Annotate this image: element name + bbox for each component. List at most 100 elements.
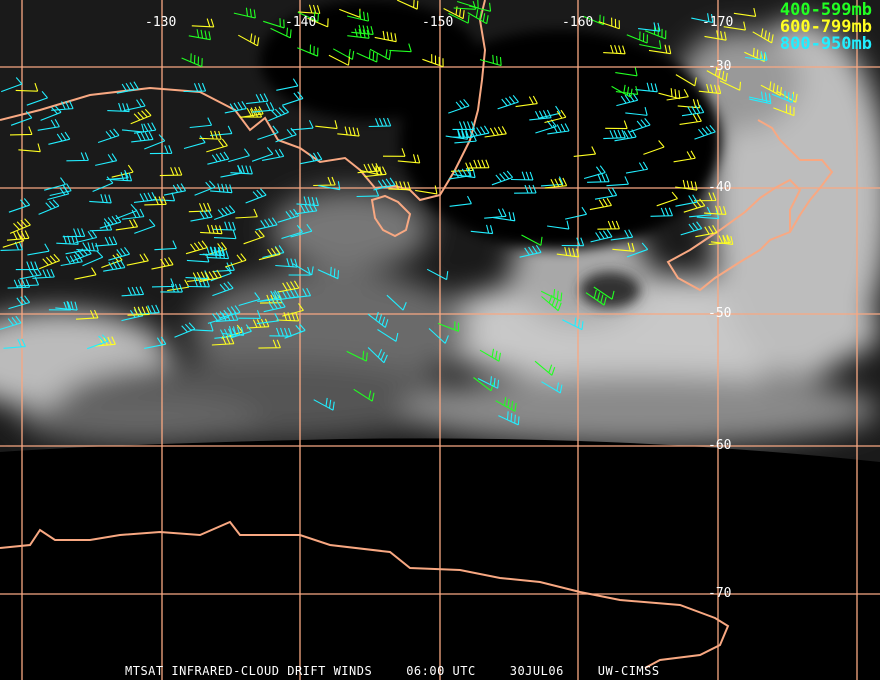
wind-barb [133, 122, 157, 134]
wind-barb [452, 121, 476, 130]
wind-barb [541, 294, 562, 312]
wind-barb [228, 148, 250, 163]
wind-barb [127, 306, 150, 316]
wind-barb [675, 179, 698, 191]
wind-barb [547, 220, 570, 230]
wind-barb [214, 328, 237, 339]
wind-barb [0, 315, 22, 330]
wind-barb [346, 350, 368, 362]
wind-barb [382, 148, 406, 157]
latitude-label: -60 [708, 438, 732, 453]
wind-barb [367, 311, 389, 328]
wind-barb [233, 7, 256, 19]
wind-barb [191, 18, 215, 28]
wind-barb [144, 336, 167, 349]
wind-barb [202, 246, 226, 257]
wind-barb [213, 221, 236, 231]
wind-barb [276, 289, 299, 301]
wind-barb [206, 138, 228, 153]
wind-barb [270, 27, 292, 39]
wind-barb [27, 243, 50, 256]
wind-barb [290, 223, 313, 238]
wind-barb [708, 234, 732, 246]
wind-barbs [0, 0, 798, 426]
wind-barb [60, 254, 83, 267]
wind-barb [92, 176, 114, 193]
wind-barb [32, 268, 55, 279]
wind-barb [131, 131, 154, 143]
wind-barb [397, 154, 421, 164]
wind-barb [297, 44, 319, 57]
wind-barb [224, 253, 247, 268]
wind-barb [199, 130, 222, 140]
wind-barb [82, 250, 104, 267]
wind-barb [116, 81, 139, 94]
wind-barb [470, 224, 494, 235]
wind-barb [491, 170, 514, 186]
wind-barb [185, 240, 208, 255]
wind-barb [593, 286, 615, 300]
wind-barb [18, 143, 41, 153]
wind-barb [224, 101, 247, 114]
wind-barb [107, 102, 130, 113]
wind-barb [388, 181, 411, 191]
wind-barb [351, 24, 374, 35]
wind-barb [313, 176, 336, 187]
wind-barb [493, 211, 516, 222]
wind-barb [677, 99, 701, 109]
wind-barb [644, 25, 667, 40]
wind-barb [771, 90, 794, 103]
wind-barb [259, 291, 282, 303]
wind-barb [547, 123, 570, 135]
wind-barb [245, 188, 267, 204]
wind-barb [374, 30, 397, 43]
wind-barb [75, 230, 98, 244]
wind-barb [160, 283, 183, 293]
wind-barb [585, 289, 607, 306]
wind-barb [450, 128, 474, 139]
wind-barb [65, 242, 88, 255]
wind-barb [656, 191, 678, 207]
wind-barb [3, 338, 26, 349]
wind-barb [252, 102, 275, 113]
wind-barb [698, 83, 722, 95]
wind-barb [296, 196, 319, 207]
wind-barb [277, 280, 300, 293]
latitude-label: -50 [708, 306, 732, 321]
wind-barb [443, 6, 465, 20]
wind-barb [346, 10, 370, 22]
new-zealand-south-coast [666, 178, 802, 292]
wind-barb [200, 224, 223, 235]
wind-barb [275, 127, 297, 143]
wind-barb [56, 235, 79, 245]
wind-barb [373, 177, 396, 191]
wind-barb [353, 388, 375, 402]
wind-barb [62, 228, 86, 238]
wind-barb [744, 47, 766, 62]
wind-barb [206, 249, 230, 260]
wind-barb [257, 125, 279, 141]
wind-barb [477, 376, 500, 389]
wind-barb [603, 44, 626, 55]
wind-barb [626, 242, 649, 258]
wind-barb [317, 266, 340, 280]
wind-barb [625, 161, 649, 174]
wind-barb [733, 7, 757, 17]
wind-barb [221, 325, 245, 336]
pressure-legend: 400-599mb 600-799mb 800-950mb [780, 2, 872, 53]
wind-barb [126, 253, 149, 266]
wind-barb [466, 159, 490, 169]
wind-barb [15, 261, 39, 271]
wind-barb [315, 120, 338, 130]
wind-barb [51, 100, 74, 111]
wind-barb [258, 246, 281, 261]
wind-barb [149, 145, 173, 155]
wind-barb [121, 123, 145, 133]
caption-source: UW-CIMSS [597, 664, 660, 678]
wind-barb [521, 234, 543, 246]
wind-barb [479, 54, 502, 67]
wind-barb [151, 257, 174, 270]
wind-barb [15, 82, 39, 92]
